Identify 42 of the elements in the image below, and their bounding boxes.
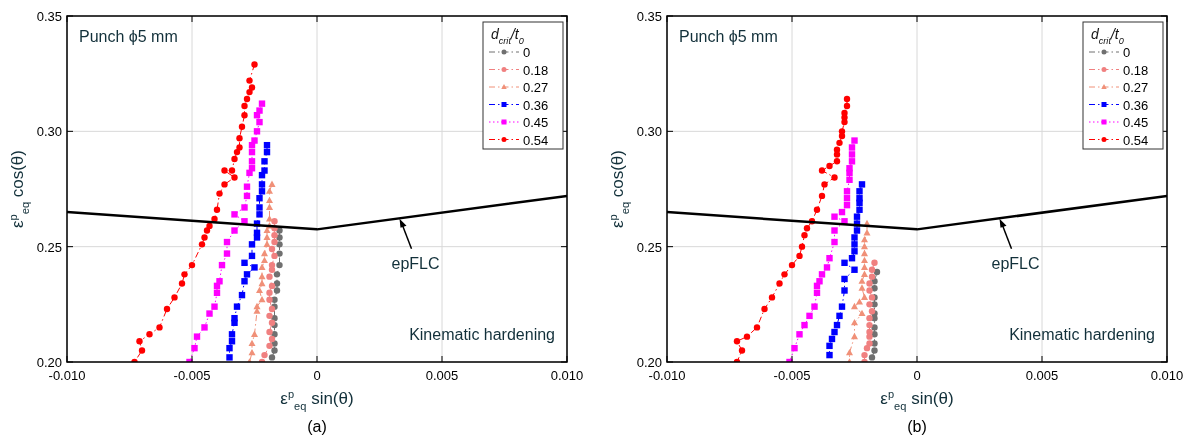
x-tick-label: -0.010 xyxy=(48,368,86,383)
x-tick-label: 0.005 xyxy=(425,368,459,383)
x-tick-label: -0.010 xyxy=(648,368,686,383)
legend-label: 0 xyxy=(523,45,531,60)
y-tick-label: 0.20 xyxy=(636,355,662,370)
annotation: epFLC xyxy=(391,254,440,272)
y-tick-label: 0.20 xyxy=(36,355,62,370)
x-axis-title: ε$^{p}$$_{eq}$ sin(θ) xyxy=(280,388,354,412)
y-tick-label: 0.35 xyxy=(636,9,662,24)
annotation: Punch ϕ5 mm xyxy=(679,28,778,45)
annotation: Kinematic hardening xyxy=(1009,326,1155,343)
legend-label: 0.45 xyxy=(1123,115,1149,130)
x-axis-title: ε$^{p}$$_{eq}$ sin(θ) xyxy=(880,388,954,412)
text: (b) xyxy=(907,418,927,435)
legend-label: 0.27 xyxy=(1123,80,1149,95)
x-tick-label: 0.005 xyxy=(1025,368,1059,383)
x-tick-label: -0.005 xyxy=(173,368,211,383)
annotation: epFLC xyxy=(991,254,1040,272)
x-tick-label: 0.010 xyxy=(550,368,584,383)
legend-label: 0.45 xyxy=(523,115,549,130)
y-tick-label: 0.30 xyxy=(36,124,62,140)
y-tick-label: 0.25 xyxy=(636,239,662,255)
annotation: Punch ϕ5 mm xyxy=(79,28,178,45)
legend-label: 0.27 xyxy=(523,80,549,95)
legend-title: d$_{crit}$/t$_{0}$ xyxy=(1091,26,1124,46)
x-tick-label: 0 xyxy=(913,368,921,383)
y-tick-label: 0.35 xyxy=(36,9,62,24)
y-tick-label: 0.25 xyxy=(36,239,62,255)
legend-label: 0.54 xyxy=(523,132,549,148)
text: (a) xyxy=(307,418,327,435)
x-tick-label: 0 xyxy=(313,368,321,383)
legend-label: 0.18 xyxy=(523,62,549,78)
legend-label: 0.54 xyxy=(1123,132,1149,148)
legend-label: 0.36 xyxy=(523,97,549,113)
legend-title: d$_{crit}$/t$_{0}$ xyxy=(491,26,524,46)
annotation: Kinematic hardening xyxy=(409,326,555,343)
legend-label: 0 xyxy=(1123,45,1131,60)
x-tick-label: 0.010 xyxy=(1150,368,1184,383)
legend-label: 0.36 xyxy=(1123,97,1149,113)
x-tick-label: -0.005 xyxy=(773,368,811,383)
y-tick-label: 0.30 xyxy=(636,124,662,140)
legend-label: 0.18 xyxy=(1123,62,1149,78)
